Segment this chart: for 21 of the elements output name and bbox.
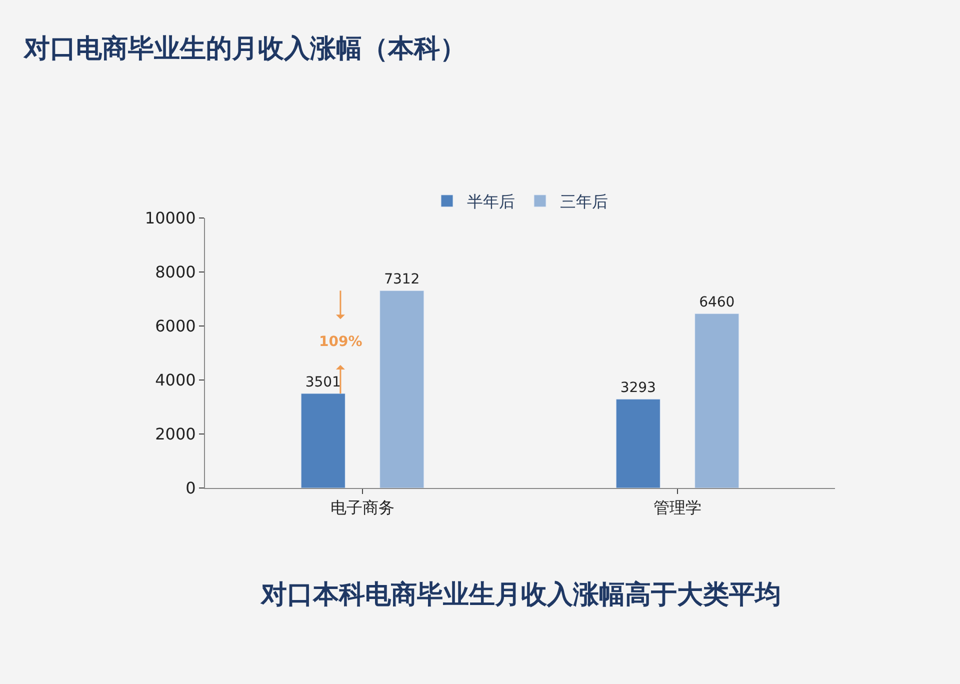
y-tick-label: 4000	[155, 370, 196, 390]
x-tick-label: 电子商务	[330, 498, 394, 518]
data-label: 6460	[699, 294, 735, 311]
data-label: 3501	[305, 374, 341, 390]
data-label: 7312	[384, 272, 420, 288]
bar	[300, 393, 346, 488]
y-tick-label: 8000	[155, 262, 196, 282]
bar	[694, 313, 740, 488]
legend-label: 三年后	[560, 192, 608, 212]
y-tick-label: 0	[186, 478, 196, 498]
y-tick-label: 10000	[144, 208, 196, 228]
y-tick-label: 2000	[155, 424, 196, 444]
y-tick-label: 6000	[155, 316, 196, 336]
bar	[380, 290, 424, 488]
bar	[616, 398, 660, 488]
annotation: 109%	[319, 334, 362, 350]
data-label: 3293	[620, 380, 656, 396]
chart-title: 对口电商毕业生的月收入涨幅（本科）	[23, 34, 466, 64]
legend-label: 半年后	[467, 192, 515, 212]
x-tick-label: 管理学	[654, 498, 702, 518]
text: 对口本科电商毕业生月收入涨幅高于大类平均	[260, 580, 781, 610]
